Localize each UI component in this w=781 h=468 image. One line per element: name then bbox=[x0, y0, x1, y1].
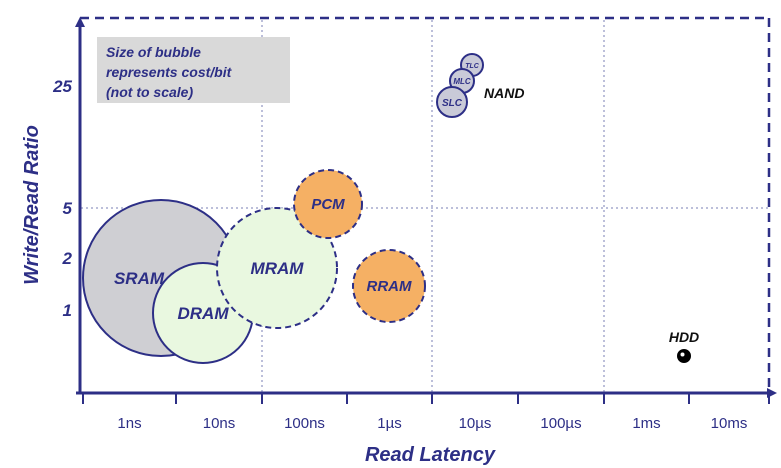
x-tick-labels: 1ns 10ns 100ns 1µs 10µs 100µs 1ms 10ms bbox=[117, 415, 747, 432]
x-tick-marks bbox=[82, 393, 770, 404]
bubble-label-mlc: MLC bbox=[453, 77, 471, 86]
y-tick-label: 1 bbox=[63, 301, 72, 320]
bubble-label-sram: SRAM bbox=[114, 269, 165, 288]
bubble-mram bbox=[216, 207, 338, 329]
x-tick-label: 100ns bbox=[284, 415, 325, 432]
bubbles-layer: SRAM DRAM MRAM PCM RRAM TLC MLC SLC HDD NAND bbox=[82, 53, 699, 364]
x-tick-label: 10µs bbox=[459, 415, 492, 432]
bubble-pcm bbox=[293, 169, 363, 239]
bubble-label-hdd: HDD bbox=[669, 329, 699, 345]
group-label-nand: NAND bbox=[484, 85, 524, 101]
bubble-label-mram: MRAM bbox=[251, 259, 305, 278]
bubble-hdd-highlight bbox=[680, 352, 685, 357]
x-tick-label: 10ns bbox=[203, 415, 236, 432]
bubble-label-dram: DRAM bbox=[178, 304, 230, 323]
bubble-rram bbox=[352, 249, 426, 323]
y-tick-label: 2 bbox=[62, 249, 73, 268]
x-axis-title: Read Latency bbox=[365, 444, 496, 466]
note-line-1: Size of bubble bbox=[106, 44, 201, 60]
x-tick-label: 1ms bbox=[632, 415, 660, 432]
x-tick-label: 10ms bbox=[711, 415, 748, 432]
x-tick-label: 1µs bbox=[377, 415, 402, 432]
bubble-slc bbox=[436, 86, 468, 118]
x-tick-label: 100µs bbox=[540, 415, 581, 432]
y-tick-label: 25 bbox=[52, 77, 72, 96]
bubble-label-rram: RRAM bbox=[367, 278, 412, 295]
x-tick-label: 1ns bbox=[117, 415, 141, 432]
bubble-hdd bbox=[677, 349, 691, 363]
note-line-2: represents cost/bit bbox=[106, 64, 233, 80]
note-line-3: (not to scale) bbox=[106, 84, 193, 100]
y-tick-label: 5 bbox=[63, 199, 73, 218]
bubble-label-slc: SLC bbox=[442, 98, 463, 109]
y-axis-title: Write/Read Ratio bbox=[21, 125, 43, 285]
bubble-label-tlc: TLC bbox=[465, 63, 480, 70]
bubble-label-pcm: PCM bbox=[311, 196, 345, 213]
note-box bbox=[97, 37, 290, 103]
